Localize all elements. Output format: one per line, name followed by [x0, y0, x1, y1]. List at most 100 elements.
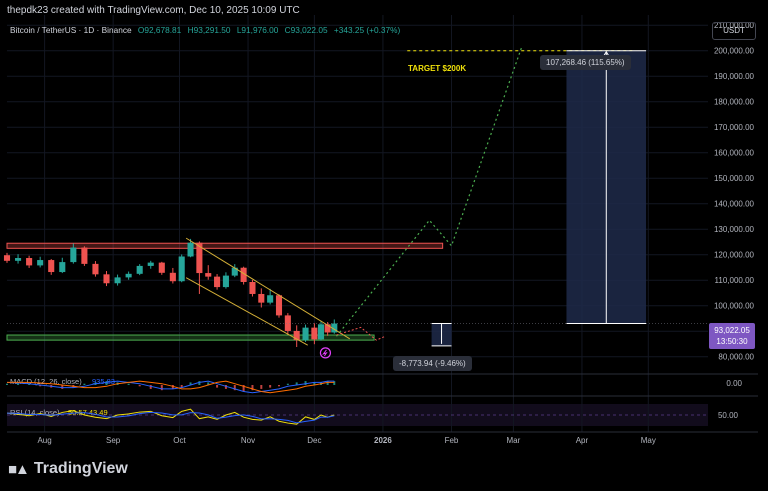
macd-histogram-bar [6, 383, 8, 385]
candle-body[interactable] [231, 267, 238, 276]
macd-histogram-bar [242, 385, 245, 392]
macd-histogram-bar [189, 382, 192, 385]
lightning-bolt [322, 349, 328, 357]
candle-body[interactable] [222, 275, 229, 288]
candle-body[interactable] [317, 324, 325, 340]
macd-histogram-bar [251, 385, 254, 391]
macd-values: 935.83 [92, 377, 115, 386]
rsi-values: 50.57 43.49 [68, 408, 108, 417]
macd-histogram-bar [61, 385, 64, 389]
candle-body[interactable] [240, 267, 247, 282]
candle-body[interactable] [37, 260, 44, 266]
macd-histogram-bar [233, 385, 236, 391]
candle-body[interactable] [311, 327, 318, 340]
candle-body[interactable] [103, 274, 110, 284]
x-tick-label: Dec [307, 436, 321, 445]
candle-body[interactable] [125, 273, 132, 278]
macd-histogram-bar [160, 385, 163, 391]
x-tick-label: Nov [241, 436, 255, 445]
candle-body[interactable] [114, 277, 121, 284]
projection-path[interactable] [336, 45, 523, 337]
rsi-label: RSI (14, close) [10, 408, 60, 417]
candle-body[interactable] [196, 242, 203, 274]
candle-body[interactable] [302, 327, 309, 341]
macd-histogram-bar [295, 382, 298, 385]
rsi-line[interactable] [6, 408, 335, 425]
candle-body[interactable] [3, 255, 11, 261]
candle-body[interactable] [284, 315, 291, 331]
tradingview-logo[interactable]: ■▲ TradingView [8, 460, 128, 478]
candle-body[interactable] [92, 263, 99, 275]
candle-body[interactable] [178, 256, 185, 282]
candle-body[interactable] [15, 258, 22, 261]
candle-body[interactable] [249, 281, 256, 294]
candle-body[interactable] [267, 295, 274, 303]
candle-body[interactable] [331, 323, 338, 333]
macd-histogram-bar [138, 385, 141, 387]
x-tick-label: Oct [173, 436, 186, 445]
candle-body[interactable] [158, 262, 165, 273]
y-tick-label: 210,000.00 [714, 21, 755, 30]
y-tick-label: 100,000.00 [714, 302, 755, 311]
attribution-text: thepdk23 created with TradingView.com, D… [7, 5, 300, 16]
channel-lower-line[interactable] [185, 277, 308, 346]
event-lightning-icon[interactable] [319, 347, 332, 359]
candle-body[interactable] [59, 262, 66, 273]
macd-label: MACD (12, 26, close) [10, 377, 82, 386]
x-tick-label: 2026 [374, 436, 392, 445]
candle-body[interactable] [136, 265, 143, 274]
candle-body[interactable] [293, 330, 300, 341]
y-tick-label: 140,000.00 [714, 200, 755, 209]
candle-body[interactable] [258, 293, 265, 303]
y-tick-label: 170,000.00 [714, 123, 755, 132]
brand-name: TradingView [33, 460, 128, 477]
x-tick-label: Mar [507, 436, 521, 445]
macd-histogram-bar [269, 385, 272, 388]
macd-histogram-bar [171, 385, 174, 389]
macd-histogram-bar [83, 383, 86, 385]
x-tick-label: Sep [106, 436, 121, 445]
y-tick-label: 150,000.00 [714, 174, 755, 183]
macd-axis-label: 0.00 [726, 379, 742, 388]
resistance-zone[interactable] [6, 242, 444, 249]
high-value: H93,291.50 [187, 25, 231, 35]
macd-signal-line[interactable] [7, 380, 335, 394]
candle-body[interactable] [70, 247, 77, 263]
macd-line[interactable] [6, 380, 335, 394]
short-term-path[interactable] [336, 326, 386, 341]
bar-countdown: 13:50:30 [716, 337, 748, 346]
candle-body[interactable] [169, 272, 176, 282]
candle-body[interactable] [187, 242, 194, 257]
candle-body[interactable] [324, 324, 331, 333]
rsi-ma-line[interactable] [6, 411, 335, 424]
rsi-axis-label: 50.00 [718, 411, 739, 420]
candle-body[interactable] [26, 258, 33, 266]
macd-histogram-bar [180, 385, 183, 388]
symbol-name[interactable]: Bitcoin / TetherUS · 1D · Binance [10, 25, 132, 35]
last-price-tag: 93,022.05 13:50:30 [709, 323, 755, 349]
currency-selector[interactable]: USDT [712, 22, 756, 40]
x-tick-label: May [641, 436, 656, 445]
candle-body[interactable] [48, 260, 55, 273]
macd-histogram-bar [326, 381, 329, 385]
tradingview-logo-icon: ■▲ [8, 460, 30, 478]
macd-histogram-bar [277, 385, 280, 387]
y-tick-label: 190,000.00 [714, 72, 755, 81]
y-tick-label: 120,000.00 [714, 251, 755, 260]
support-zone[interactable] [6, 334, 375, 341]
candle-body[interactable] [81, 247, 88, 264]
macd-histogram-bar [304, 381, 307, 385]
channel-upper-line[interactable] [185, 237, 351, 340]
candle-body[interactable] [214, 276, 221, 288]
candle-body[interactable] [275, 295, 283, 316]
y-tick-label: 180,000.00 [714, 98, 755, 107]
target-label: TARGET $200K [408, 64, 467, 73]
candle-body[interactable] [147, 262, 154, 266]
symbol-legend[interactable]: Bitcoin / TetherUS · 1D · Binance O92,67… [10, 25, 404, 35]
last-price-value: 93,022.05 [714, 326, 750, 335]
macd-histogram-bar [216, 385, 219, 388]
y-tick-label: 130,000.00 [714, 225, 755, 234]
candle-body[interactable] [205, 273, 212, 277]
x-tick-label: Feb [445, 436, 459, 445]
